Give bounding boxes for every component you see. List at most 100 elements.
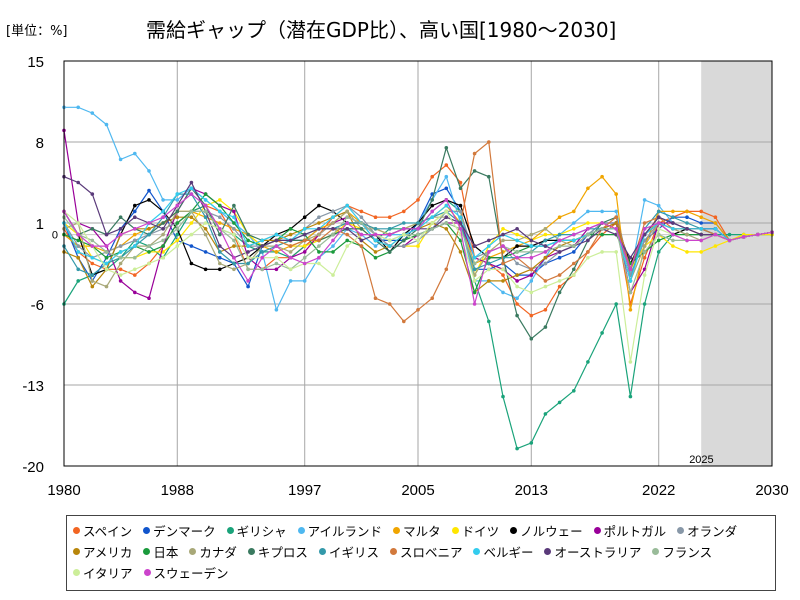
- x-tick-label: 2022: [642, 482, 675, 499]
- data-point: [90, 111, 95, 115]
- data-point: [302, 255, 307, 260]
- data-point: [232, 215, 236, 219]
- data-point: [557, 255, 562, 260]
- data-point: [416, 232, 420, 237]
- legend-item: ポルトガル: [593, 520, 666, 541]
- data-point: [189, 232, 194, 237]
- data-point: [543, 261, 548, 266]
- data-point: [161, 244, 165, 248]
- data-point: [586, 255, 590, 260]
- data-point: [218, 221, 222, 225]
- data-point: [501, 279, 505, 283]
- legend-marker: [247, 548, 255, 555]
- data-point: [529, 441, 534, 445]
- data-point: [302, 232, 307, 237]
- data-point: [444, 203, 449, 208]
- data-point: [458, 227, 463, 231]
- data-point: [373, 255, 378, 260]
- data-point: [402, 319, 406, 324]
- data-point: [118, 261, 123, 266]
- data-point: [487, 267, 491, 272]
- data-point: [90, 244, 95, 248]
- data-point: [118, 157, 123, 162]
- data-point: [359, 221, 364, 225]
- data-point: [529, 336, 534, 341]
- data-point: [331, 232, 335, 237]
- data-point: [387, 215, 392, 219]
- data-point: [387, 238, 392, 243]
- data-point: [614, 250, 618, 254]
- x-tick-label: 2005: [401, 482, 434, 499]
- data-point: [699, 232, 703, 237]
- data-point: [543, 238, 548, 243]
- legend-label: ベルギー: [483, 545, 534, 560]
- data-point: [359, 209, 364, 214]
- data-point: [345, 221, 350, 225]
- data-point: [387, 302, 392, 306]
- data-point: [543, 284, 548, 289]
- legend-item: スロベニア: [389, 541, 462, 562]
- legend-item: 日本: [143, 541, 178, 562]
- data-point: [161, 238, 165, 243]
- data-point: [671, 244, 675, 248]
- data-point: [274, 238, 279, 243]
- data-point: [203, 209, 208, 214]
- legend-item: マルタ: [393, 520, 441, 541]
- legend-marker: [393, 527, 401, 534]
- data-point: [628, 255, 633, 260]
- data-point: [713, 244, 718, 248]
- data-point: [572, 244, 576, 248]
- data-point: [572, 232, 576, 237]
- data-point: [133, 209, 137, 214]
- data-point: [713, 227, 718, 231]
- legend-label: 日本: [153, 545, 179, 560]
- data-point: [572, 209, 576, 214]
- data-point: [557, 284, 562, 289]
- data-point: [614, 192, 618, 196]
- data-point: [189, 221, 194, 225]
- forecast-year-label: 2025: [689, 454, 713, 466]
- data-point: [232, 244, 236, 248]
- data-point: [288, 232, 293, 237]
- data-point: [90, 255, 95, 260]
- data-point: [288, 227, 293, 231]
- data-point: [218, 215, 222, 219]
- data-point: [402, 238, 406, 243]
- legend-item: イギリス: [318, 541, 379, 562]
- data-point: [317, 227, 321, 231]
- data-point: [487, 140, 491, 144]
- data-point: [189, 209, 194, 214]
- plot-frame: [63, 60, 773, 467]
- data-point: [430, 174, 435, 179]
- data-point: [656, 209, 661, 214]
- legend-item: スペイン: [73, 520, 132, 541]
- legend-label: キプロス: [257, 545, 308, 560]
- data-point: [147, 169, 151, 173]
- data-point: [317, 232, 321, 237]
- data-point: [189, 180, 194, 185]
- data-point: [586, 221, 590, 225]
- data-point: [458, 250, 463, 254]
- legend-marker: [318, 548, 326, 555]
- data-point: [133, 215, 137, 219]
- data-point: [218, 261, 222, 266]
- data-point: [373, 232, 378, 237]
- data-point: [76, 255, 80, 260]
- data-point: [487, 174, 491, 179]
- data-point: [713, 232, 718, 237]
- data-point: [90, 279, 95, 283]
- legend-label: ノルウェー: [520, 524, 583, 539]
- data-point: [218, 250, 222, 254]
- data-point: [203, 250, 208, 254]
- data-point: [529, 255, 534, 260]
- data-point: [175, 203, 180, 208]
- data-point: [331, 244, 335, 248]
- legend-marker: [473, 548, 481, 555]
- data-point: [557, 279, 562, 283]
- data-point: [161, 227, 165, 231]
- data-point: [331, 221, 335, 225]
- y-tick-label: -6: [31, 297, 44, 314]
- x-tick-label: 2030: [755, 482, 788, 499]
- data-point: [288, 255, 293, 260]
